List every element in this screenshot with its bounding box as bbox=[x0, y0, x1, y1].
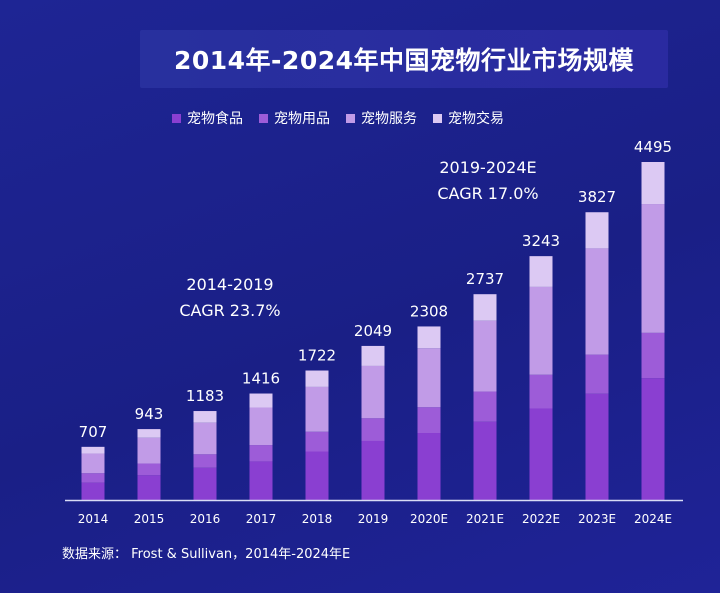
x-tick-label: 2015 bbox=[134, 512, 165, 526]
bar-segment bbox=[641, 162, 665, 205]
bar-segment bbox=[81, 446, 105, 454]
cagr-annotation-2019-2024: 2019-2024E CAGR 17.0% bbox=[418, 155, 558, 207]
legend-item-supplies: 宠物用品 bbox=[259, 108, 330, 128]
x-tick-label: 2020E bbox=[410, 512, 448, 526]
legend-label: 宠物交易 bbox=[448, 111, 504, 127]
bar-segment bbox=[249, 407, 273, 446]
total-label: 2308 bbox=[410, 302, 448, 320]
bar-segment bbox=[473, 294, 497, 321]
annotation-period: 2019-2024E bbox=[439, 158, 537, 177]
legend: 宠物食品 宠物用品 宠物服务 宠物交易 bbox=[172, 108, 504, 128]
x-tick-label: 2016 bbox=[190, 512, 221, 526]
x-tick-label: 2014 bbox=[78, 512, 109, 526]
bar-segment bbox=[585, 248, 609, 355]
bar-segment bbox=[249, 445, 273, 462]
total-label: 1183 bbox=[186, 387, 224, 405]
total-label: 1722 bbox=[298, 347, 336, 365]
legend-swatch bbox=[259, 113, 268, 123]
x-tick-label: 2018 bbox=[302, 512, 333, 526]
bar-segment bbox=[529, 286, 553, 375]
bar-segment bbox=[473, 320, 497, 392]
bar-segment bbox=[585, 212, 609, 249]
bar-segment bbox=[473, 421, 497, 500]
bar-segment bbox=[305, 451, 329, 500]
bar-segment bbox=[585, 393, 609, 500]
bar-segment bbox=[361, 365, 385, 419]
total-label: 943 bbox=[135, 405, 164, 423]
bar-segment bbox=[641, 204, 665, 333]
bar-segment bbox=[585, 354, 609, 394]
total-label: 1416 bbox=[242, 370, 280, 388]
bar-segment bbox=[137, 437, 161, 464]
bar-segment bbox=[417, 433, 441, 500]
legend-label: 宠物食品 bbox=[187, 111, 243, 127]
total-label: 4495 bbox=[634, 138, 672, 156]
x-tick-label: 2024E bbox=[634, 512, 672, 526]
bar-segment bbox=[641, 332, 665, 379]
legend-swatch bbox=[346, 113, 355, 123]
total-label: 2737 bbox=[466, 270, 504, 288]
cagr-annotation-2014-2019: 2014-2019 CAGR 23.7% bbox=[160, 272, 300, 324]
bar-segment bbox=[81, 453, 105, 474]
bar-segment bbox=[249, 393, 273, 408]
chart-title: 2014年-2024年中国宠物行业市场规模 bbox=[140, 30, 668, 88]
legend-swatch bbox=[172, 113, 181, 123]
legend-label: 宠物服务 bbox=[361, 111, 417, 127]
annotation-cagr: CAGR 17.0% bbox=[437, 184, 539, 203]
bar-segment bbox=[81, 482, 105, 500]
bar-segment bbox=[137, 429, 161, 438]
bar-segment bbox=[641, 378, 665, 500]
source-note: 数据来源： Frost & Sullivan，2014年-2024年E bbox=[62, 547, 351, 562]
bar-segment bbox=[529, 408, 553, 500]
x-tick-label: 2017 bbox=[246, 512, 277, 526]
x-tick-label: 2022E bbox=[522, 512, 560, 526]
bar-segment bbox=[305, 370, 329, 387]
x-tick-label: 2019 bbox=[358, 512, 389, 526]
legend-item-trade: 宠物交易 bbox=[433, 108, 504, 128]
total-label: 3243 bbox=[522, 232, 560, 250]
bar-segment bbox=[361, 345, 385, 366]
total-label: 3827 bbox=[578, 188, 616, 206]
annotation-cagr: CAGR 23.7% bbox=[179, 301, 281, 320]
bar-segment bbox=[417, 407, 441, 434]
bar-segment bbox=[137, 475, 161, 500]
legend-swatch bbox=[433, 113, 442, 123]
bar-segment bbox=[529, 374, 553, 409]
bar-segment bbox=[193, 411, 217, 423]
bar-segment bbox=[305, 386, 329, 432]
annotation-period: 2014-2019 bbox=[186, 275, 274, 294]
bar-segment bbox=[193, 467, 217, 500]
bar-segment bbox=[417, 326, 441, 349]
bar-segment bbox=[193, 422, 217, 455]
bar-segment bbox=[249, 461, 273, 500]
bar-segment bbox=[417, 348, 441, 408]
bar-segment bbox=[81, 473, 105, 483]
x-tick-label: 2023E bbox=[578, 512, 616, 526]
legend-item-services: 宠物服务 bbox=[346, 108, 417, 128]
legend-label: 宠物用品 bbox=[274, 111, 330, 127]
bar-segment bbox=[473, 391, 497, 422]
bar-segment bbox=[361, 440, 385, 500]
x-tick-label: 2021E bbox=[466, 512, 504, 526]
bar-segment bbox=[193, 454, 217, 468]
bar-segment bbox=[137, 463, 161, 476]
bar-segment bbox=[361, 418, 385, 441]
total-label: 707 bbox=[79, 423, 108, 441]
bar-segment bbox=[305, 431, 329, 452]
legend-item-food: 宠物食品 bbox=[172, 108, 243, 128]
total-label: 2049 bbox=[354, 322, 392, 340]
bar-segment bbox=[529, 256, 553, 287]
